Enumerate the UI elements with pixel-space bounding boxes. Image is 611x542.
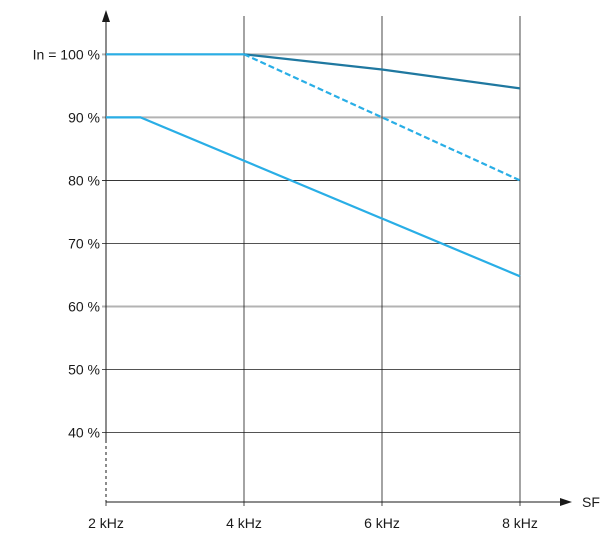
x-axis-label: SF	[582, 494, 600, 510]
y-tick-label: 70 %	[68, 235, 100, 251]
x-tick-label: 4 kHz	[226, 515, 262, 531]
y-axis-arrow-icon	[102, 10, 110, 22]
x-tick-label: 8 kHz	[502, 515, 538, 531]
y-tick-label: 50 %	[68, 362, 100, 378]
series-line-4	[106, 116, 521, 278]
x-axis-arrow-icon	[560, 498, 572, 506]
series-line-1	[243, 53, 521, 90]
axes: SF	[102, 10, 600, 510]
y-tick-label: In = 100 %	[33, 46, 100, 62]
grid-lines	[102, 16, 521, 506]
y-tick-label: 80 %	[68, 172, 100, 188]
y-tick-label: 40 %	[68, 425, 100, 441]
series-line-2	[243, 53, 521, 182]
y-tick-label: 90 %	[68, 109, 100, 125]
y-tick-label: 60 %	[68, 299, 100, 315]
x-tick-label: 2 kHz	[88, 515, 124, 531]
x-tick-label: 6 kHz	[364, 515, 400, 531]
series-lines	[106, 53, 521, 278]
tick-labels: In = 100 % 90 % 80 % 70 % 60 % 50 % 40 % 2 kHz 4…	[33, 46, 538, 531]
